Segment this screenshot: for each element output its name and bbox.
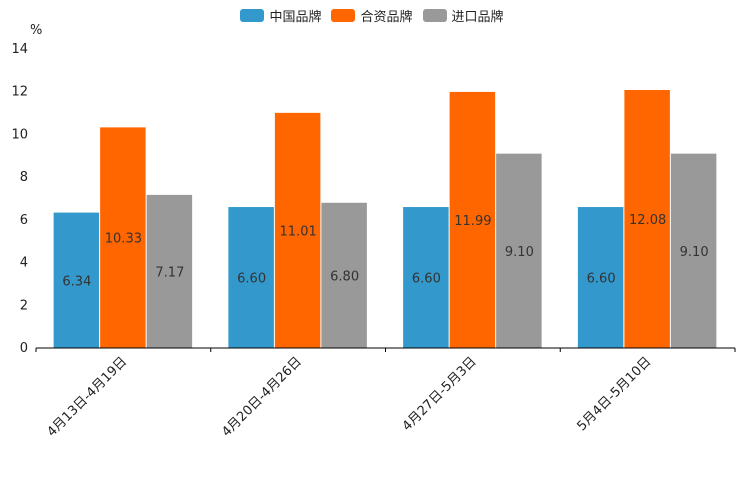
- legend-item-import-brand[interactable]: 进口品牌: [422, 6, 504, 25]
- data-label-joint-venture-brand: 11.01: [280, 224, 317, 239]
- x-tick-label: 4月13日-4月19日: [44, 354, 130, 440]
- y-tick-label: 4: [20, 256, 28, 271]
- bar-joint-venture-brand[interactable]: [449, 91, 496, 348]
- data-label-import-brand: 9.10: [505, 245, 534, 260]
- legend-label-china-brand: 中国品牌: [269, 10, 322, 25]
- data-label-import-brand: 7.17: [155, 265, 184, 280]
- data-label-joint-venture-brand: 12.08: [629, 213, 666, 228]
- legend-item-joint-venture-brand[interactable]: 合资品牌: [331, 6, 413, 25]
- x-tick-label: 4月20日-4月26日: [219, 354, 305, 440]
- bar-china-brand[interactable]: [403, 207, 449, 348]
- bar-series: 6.34 10.33 7.17 6.60 11.01 6.80 6.60 11.99 9.10 6…: [53, 90, 717, 349]
- data-label-joint-venture-brand: 11.99: [454, 214, 491, 229]
- y-tick-label: 14: [11, 42, 28, 57]
- bar-joint-venture-brand[interactable]: [100, 127, 146, 349]
- bar-joint-venture-brand[interactable]: [624, 90, 670, 349]
- legend-swatch-import-brand: [422, 9, 447, 22]
- bar-import-brand[interactable]: [321, 202, 367, 348]
- data-label-import-brand: 9.10: [680, 245, 709, 260]
- bar-china-brand[interactable]: [577, 207, 624, 348]
- data-label-china-brand: 6.60: [412, 272, 441, 287]
- data-label-china-brand: 6.60: [237, 272, 266, 287]
- y-tick-label: 6: [20, 213, 28, 228]
- y-tick-label: 8: [20, 170, 28, 185]
- bar-joint-venture-brand[interactable]: [274, 112, 321, 349]
- y-tick-label: 2: [20, 298, 28, 313]
- data-label-import-brand: 6.80: [330, 269, 359, 284]
- chart-legend: 中国品牌 合资品牌 进口品牌: [0, 6, 744, 25]
- bar-import-brand[interactable]: [496, 153, 542, 348]
- y-tick-label: 10: [11, 127, 28, 142]
- data-label-joint-venture-brand: 10.33: [105, 232, 142, 247]
- y-tick-label: 0: [20, 341, 28, 356]
- bar-china-brand[interactable]: [228, 207, 274, 348]
- x-axis: 4月13日-4月19日 4月20日-4月26日 4月27日-5月3日 5月4日-5月1…: [35, 347, 736, 440]
- bar-china-brand[interactable]: [53, 212, 100, 348]
- legend-item-china-brand[interactable]: 中国品牌: [240, 6, 321, 25]
- legend-label-import-brand: 进口品牌: [451, 10, 504, 25]
- data-label-china-brand: 6.60: [587, 272, 616, 287]
- x-tick-label: 5月4日-5月10日: [575, 354, 655, 434]
- legend-swatch-china-brand: [240, 9, 265, 22]
- legend-label-joint-venture-brand: 合资品牌: [360, 10, 413, 25]
- y-tick-label: 12: [11, 85, 28, 100]
- bar-import-brand[interactable]: [146, 194, 193, 348]
- y-axis-ticks: 0 2 4 6 8 10 12 14: [11, 42, 28, 356]
- bar-import-brand[interactable]: [670, 153, 717, 348]
- data-label-china-brand: 6.34: [62, 274, 91, 289]
- y-axis-unit-label: %: [30, 23, 42, 38]
- x-tick-label: 4月27日-5月3日: [400, 354, 480, 434]
- legend-swatch-joint-venture-brand: [331, 9, 356, 22]
